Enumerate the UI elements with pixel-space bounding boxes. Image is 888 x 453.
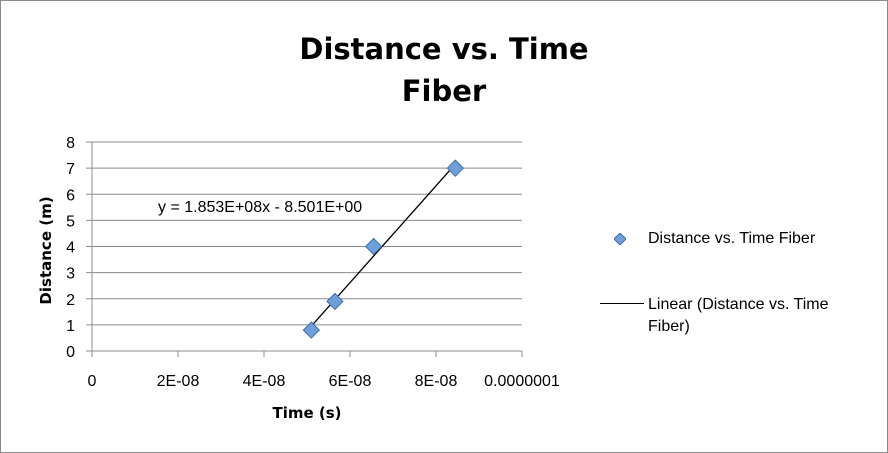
legend-trendline-label-line-1: Linear (Distance vs. Time — [648, 296, 829, 313]
y-tick-label-0: 0 — [66, 344, 75, 361]
trendline-equation: y = 1.853E+08x - 8.501E+00 — [158, 199, 362, 216]
data-point-2 — [364, 237, 383, 256]
legend-trendline-label-line-2: Fiber) — [648, 318, 690, 335]
legend-series-label: Distance vs. Time Fiber — [648, 230, 816, 247]
data-point-3 — [446, 159, 465, 177]
y-tick-label-8: 8 — [66, 135, 75, 152]
y-tick-label-1: 1 — [66, 318, 75, 335]
x-axis-title: Time (s) — [272, 404, 341, 422]
chart-title-line-2: Fiber — [401, 74, 487, 108]
tick-labels: 0 1 2 3 4 5 6 7 8 0 2E-08 4E-08 6E-08 8E-08 0.0000001 — [66, 135, 560, 390]
y-axis-title: Distance (m) — [37, 196, 55, 304]
y-tick-label-3: 3 — [66, 266, 75, 283]
x-tick-label-2: 4E-08 — [243, 373, 286, 390]
x-tick-label-5: 0.0000001 — [484, 373, 560, 390]
data-points — [302, 159, 465, 339]
data-point-1 — [326, 292, 344, 311]
data-point-0 — [302, 321, 321, 339]
y-tick-label-6: 6 — [66, 187, 75, 204]
y-tick-label-4: 4 — [66, 240, 75, 257]
y-tick-label-2: 2 — [66, 292, 75, 309]
y-tick-label-5: 5 — [66, 213, 75, 230]
diamond-marker-icon — [614, 233, 626, 245]
x-tick-label-0: 0 — [88, 373, 97, 390]
x-tick-label-3: 6E-08 — [329, 373, 372, 390]
chart-title: Distance vs. Time Fiber — [0, 28, 888, 112]
x-tick-label-4: 8E-08 — [415, 373, 458, 390]
chart-title-line-1: Distance vs. Time — [299, 32, 589, 66]
axes — [86, 141, 523, 357]
x-tick-label-1: 2E-08 — [157, 373, 200, 390]
gridlines — [92, 141, 522, 326]
y-tick-label-7: 7 — [66, 161, 75, 178]
legend-trendline-label: Linear (Distance vs. Time Fiber) — [648, 294, 878, 338]
line-marker-icon — [600, 303, 644, 304]
